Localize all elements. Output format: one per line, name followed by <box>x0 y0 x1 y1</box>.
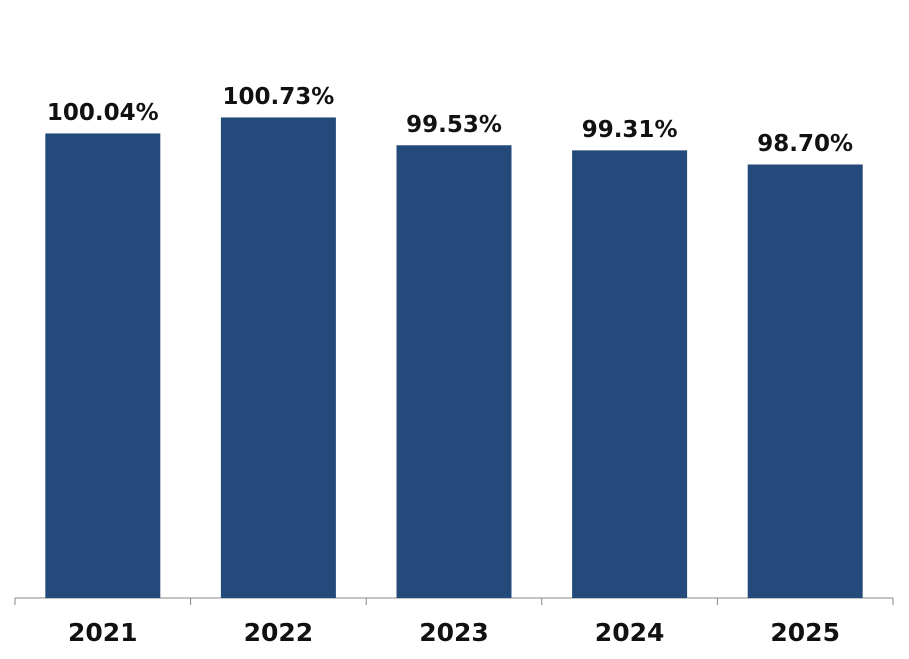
value-label: 99.31% <box>582 117 678 143</box>
value-label: 100.04% <box>47 100 159 126</box>
value-label: 98.70% <box>757 131 853 157</box>
x-tick-label: 2025 <box>770 618 840 647</box>
x-tick-label: 2022 <box>244 618 314 647</box>
x-tick-label: 2021 <box>68 618 138 647</box>
value-label: 100.73% <box>222 84 334 110</box>
bar <box>220 117 336 598</box>
value-label: 99.53% <box>406 112 502 138</box>
bar <box>45 133 161 598</box>
x-tick-label: 2024 <box>595 618 665 647</box>
bar <box>572 150 688 599</box>
bar <box>396 145 512 598</box>
bar <box>747 164 863 598</box>
x-tick-label: 2023 <box>419 618 489 647</box>
